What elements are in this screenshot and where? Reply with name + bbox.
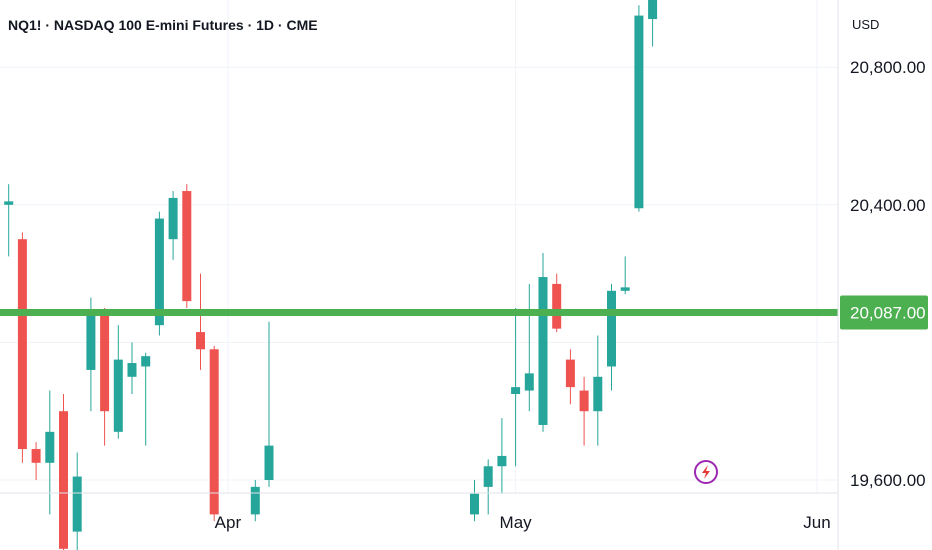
candle-body xyxy=(4,201,14,205)
lightning-icon[interactable] xyxy=(694,460,718,484)
candle-down xyxy=(17,232,27,463)
candle-up xyxy=(524,283,534,412)
candle-up xyxy=(154,211,164,336)
candle-body xyxy=(607,290,616,367)
candle-body xyxy=(579,390,589,412)
candle-body xyxy=(511,387,521,394)
price-tag-box xyxy=(840,295,928,330)
candle-body xyxy=(86,314,96,370)
candle-body xyxy=(168,197,178,240)
candle-body xyxy=(141,356,151,367)
candle-up xyxy=(497,418,507,494)
candle-down xyxy=(100,308,110,446)
candle-body xyxy=(264,445,274,480)
candle-body xyxy=(113,359,123,432)
candle-body xyxy=(470,493,479,515)
candle-up xyxy=(483,459,493,515)
candle-body xyxy=(634,15,644,209)
candle-down xyxy=(579,376,589,446)
candle-up xyxy=(511,308,521,467)
candle-up xyxy=(593,335,603,446)
grid xyxy=(0,0,838,493)
candle-up xyxy=(264,321,274,487)
x-tick-label: Jun xyxy=(803,513,830,532)
candle-up xyxy=(113,325,123,439)
candles xyxy=(4,0,658,550)
candle-body xyxy=(620,287,630,291)
candle-body xyxy=(154,218,164,326)
candle-up xyxy=(470,480,479,522)
candle-body xyxy=(552,283,562,329)
candle-up xyxy=(607,283,616,391)
candle-down xyxy=(209,345,219,522)
x-axis-ticks: Apr May Jun xyxy=(215,513,831,532)
candle-body xyxy=(209,349,219,515)
candle-body xyxy=(31,449,41,463)
y-tick-label: 19,600.00 xyxy=(850,471,926,490)
candle-body xyxy=(196,332,205,350)
candle-body xyxy=(182,191,192,302)
candle-body xyxy=(524,373,534,391)
candle-down xyxy=(196,273,205,370)
candle-up xyxy=(250,480,260,522)
candle-down xyxy=(59,394,68,550)
price-tag-label: 20,087.00 xyxy=(850,303,926,322)
price-level-lines xyxy=(0,308,838,316)
candle-up xyxy=(634,5,644,212)
candle-body xyxy=(538,277,548,425)
candle-body xyxy=(483,466,493,487)
y-tick-label: 20,400.00 xyxy=(850,196,926,215)
candle-body xyxy=(648,0,658,20)
y-tick-label: 20,800.00 xyxy=(850,58,926,77)
candle-down xyxy=(182,184,192,308)
candle-body xyxy=(127,363,137,377)
support-line xyxy=(0,308,838,316)
candle-up xyxy=(538,252,548,432)
candle-body xyxy=(17,239,27,450)
candle-down xyxy=(552,273,562,333)
candle-body xyxy=(45,431,55,463)
candle-body xyxy=(497,455,507,467)
candle-body xyxy=(250,486,260,515)
x-tick-label: Apr xyxy=(215,513,242,532)
candle-up xyxy=(141,352,151,446)
candle-body xyxy=(593,376,603,412)
candle-up xyxy=(86,297,96,412)
candle-down xyxy=(565,349,575,405)
axes xyxy=(0,0,839,550)
chart-title: NQ1! · NASDAQ 100 E-mini Futures · 1D · … xyxy=(8,17,318,33)
currency-label[interactable]: USD xyxy=(852,17,880,32)
candle-body xyxy=(59,411,68,549)
candle-up xyxy=(620,256,630,295)
candle-up xyxy=(648,0,658,47)
candle-up xyxy=(45,390,55,515)
price-tags: 21,581.0021,290.0020,087.0021,551.2521:2… xyxy=(840,295,928,330)
candle-body xyxy=(565,359,575,388)
candle-up xyxy=(127,342,137,394)
candle-body xyxy=(72,476,82,532)
candle-up xyxy=(72,452,82,550)
candle-up xyxy=(168,191,178,260)
candle-up xyxy=(4,184,14,257)
candle-down xyxy=(31,442,41,480)
x-tick-label: May xyxy=(500,513,533,532)
candle-body xyxy=(100,314,110,412)
price-tag: 20,087.00 xyxy=(840,295,928,330)
